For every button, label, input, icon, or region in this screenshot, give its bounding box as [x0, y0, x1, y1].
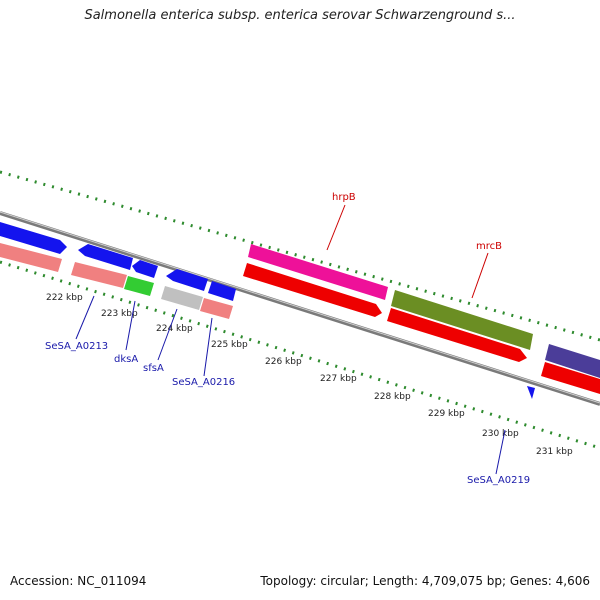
backbone-line	[0, 211, 600, 406]
gene-label-hrpB[interactable]: hrpB	[332, 192, 356, 203]
gene-red-3[interactable]	[541, 362, 600, 394]
tick-label-228: 228 kbp	[374, 392, 411, 402]
tick-label-224: 224 kbp	[156, 324, 193, 334]
tick-label-230: 230 kbp	[482, 429, 519, 439]
gene-pink-2[interactable]	[71, 262, 127, 288]
gene-label-SeSA_A0216[interactable]: SeSA_A0216	[172, 377, 235, 388]
gene-label-SeSA_A0219[interactable]: SeSA_A0219	[467, 475, 530, 486]
gene-blue-arrow-1[interactable]	[0, 222, 67, 254]
connector-SeSA_A0213	[75, 295, 95, 340]
gene-pink-1[interactable]	[0, 243, 62, 272]
gene-pink-3[interactable]	[200, 298, 233, 319]
connector-dksA	[125, 300, 136, 351]
tick-label-225: 225 kbp	[211, 340, 248, 350]
gene-red-1[interactable]	[243, 263, 382, 317]
connector-hrpB	[326, 204, 346, 251]
tick-label-222: 222 kbp	[46, 293, 83, 303]
tick-label-226: 226 kbp	[265, 357, 302, 367]
gene-blue-arrow-5[interactable]	[208, 281, 236, 301]
connector-mrcB	[471, 252, 489, 299]
gene-SeSA-A0219-marker[interactable]	[527, 386, 535, 399]
genome-summary-text: Topology: circular; Length: 4,709,075 bp…	[260, 574, 590, 588]
gene-hrpB[interactable]	[248, 244, 388, 300]
gene-navy[interactable]	[545, 344, 600, 378]
gene-label-mrcB[interactable]: mrcB	[476, 241, 502, 252]
connector-SeSA_A0219	[495, 429, 506, 475]
gene-gray-sfsA[interactable]	[161, 286, 203, 310]
connector-SeSA_A0216	[203, 317, 213, 377]
gene-blue-arrow-4[interactable]	[166, 269, 208, 291]
lower-dotted-track	[0, 260, 600, 450]
gene-label-dksA[interactable]: dksA	[114, 354, 138, 365]
tick-label-227: 227 kbp	[320, 374, 357, 384]
gene-red-2[interactable]	[387, 308, 527, 362]
map-title: Salmonella enterica subsp. enterica sero…	[84, 8, 516, 23]
connector-sfsA	[157, 308, 178, 361]
tick-label-231: 231 kbp	[536, 447, 573, 457]
gene-mrcB[interactable]	[391, 290, 533, 350]
gene-label-sfsA[interactable]: sfsA	[143, 363, 164, 374]
backbone-highlight	[0, 211, 600, 404]
tick-label-229: 229 kbp	[428, 409, 465, 419]
gene-label-SeSA_A0213[interactable]: SeSA_A0213	[45, 341, 108, 352]
tick-label-223: 223 kbp	[101, 309, 138, 319]
accession-text: Accession: NC_011094	[10, 574, 147, 588]
gene-blue-arrow-2[interactable]	[78, 244, 133, 270]
gene-blue-arrow-3[interactable]	[132, 260, 158, 278]
gene-green-dksA[interactable]	[124, 276, 154, 296]
